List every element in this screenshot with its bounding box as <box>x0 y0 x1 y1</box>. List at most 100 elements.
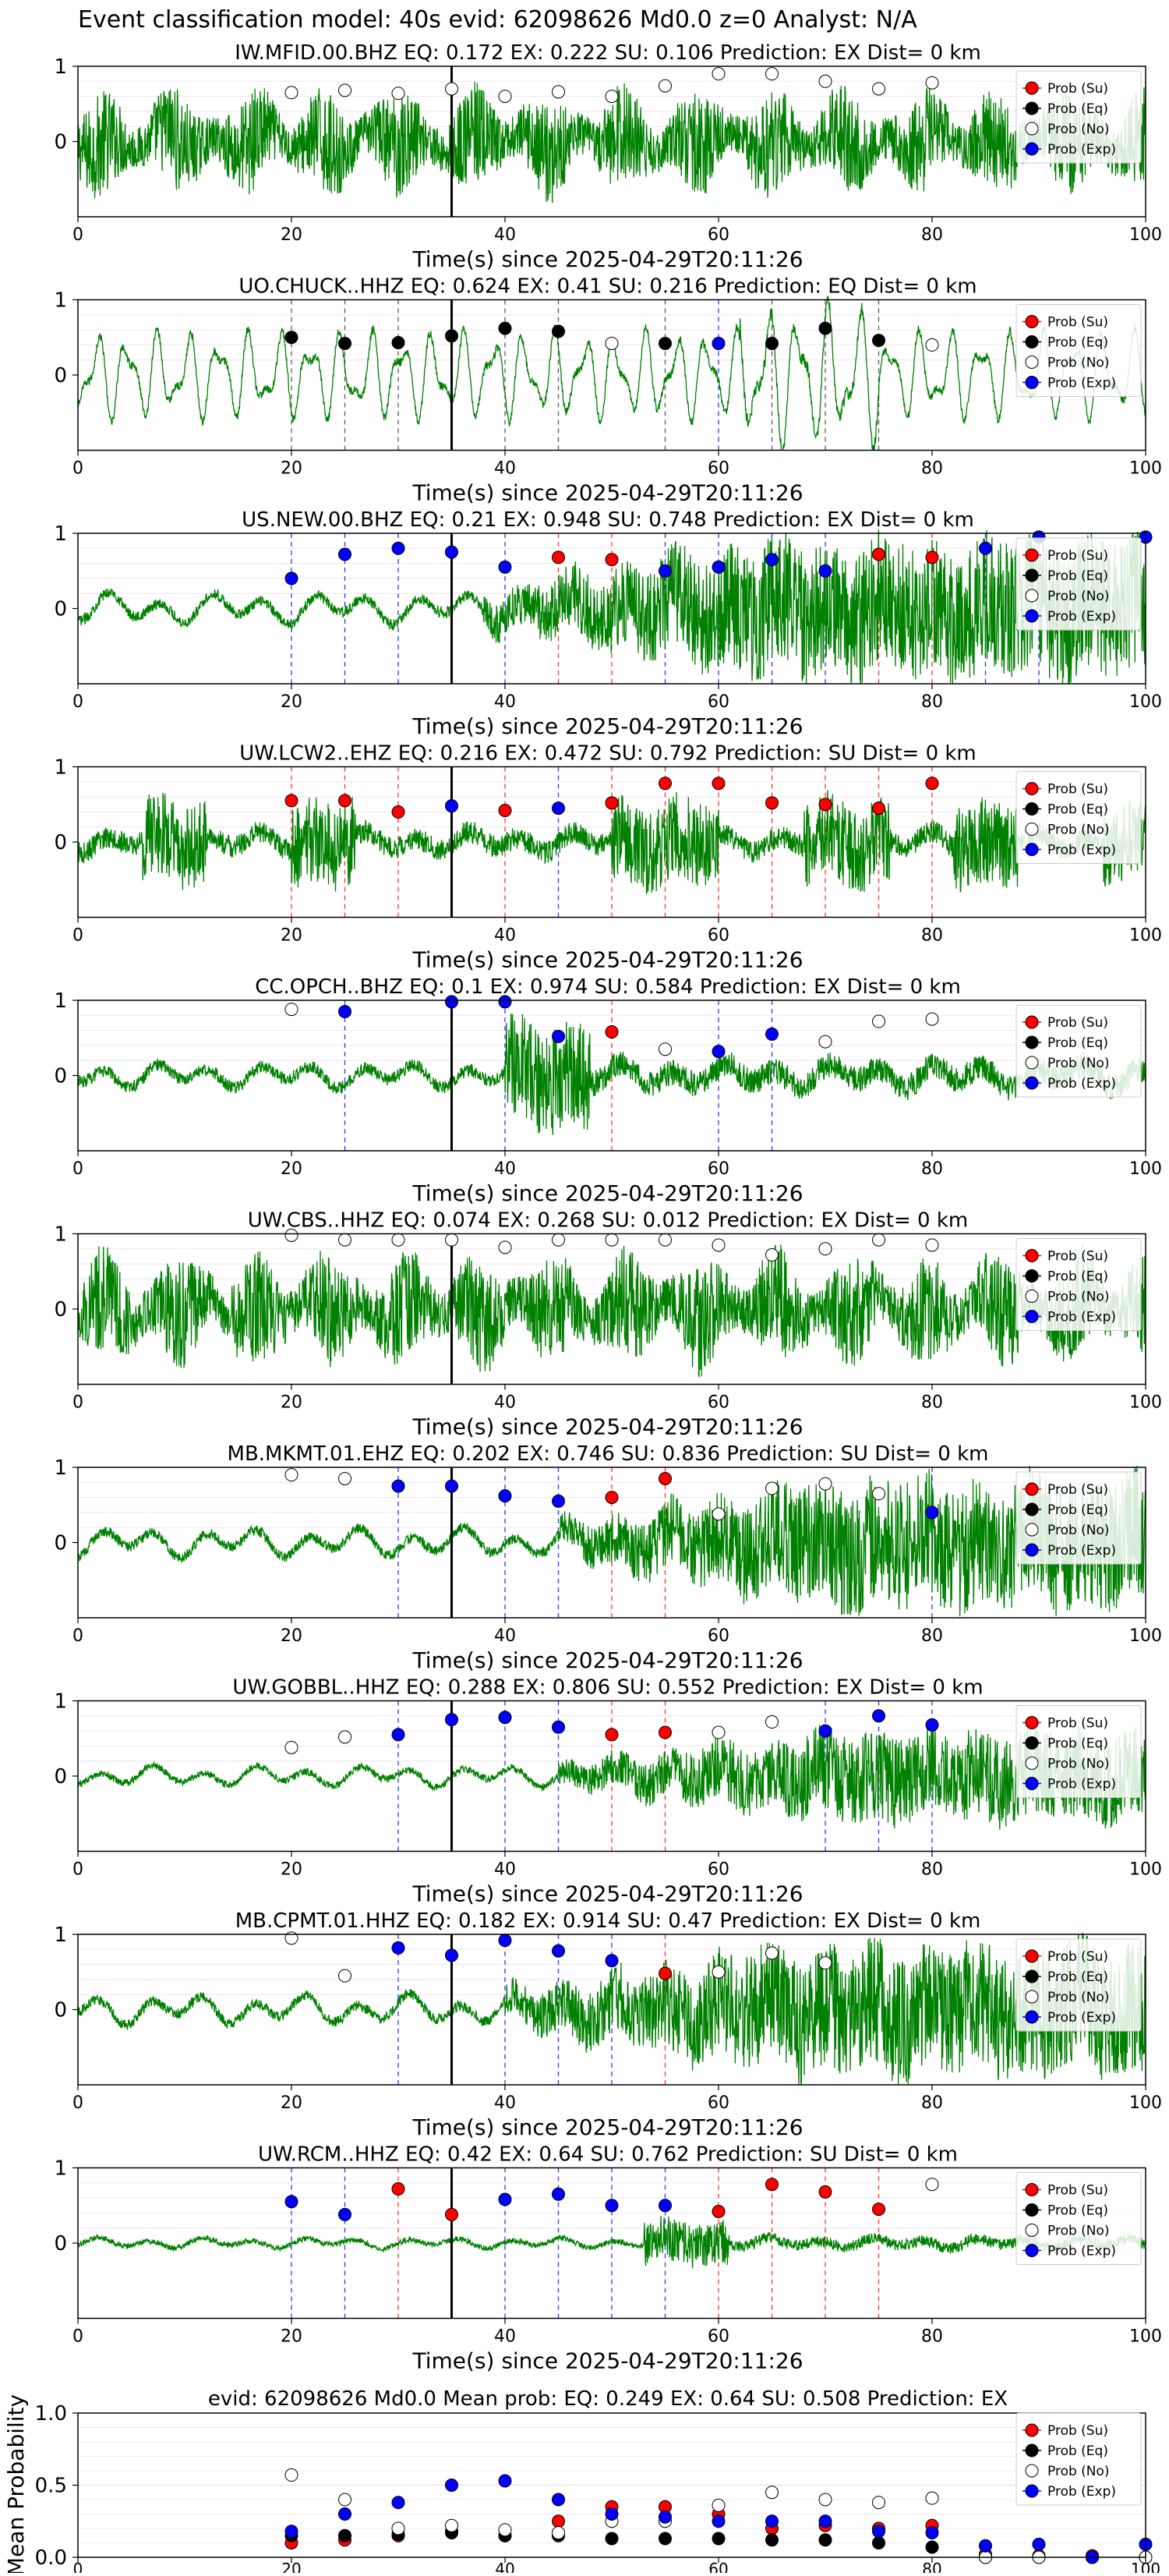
x-tick-label: 80 <box>921 1393 943 1413</box>
mean-marker-exp <box>1032 2537 1046 2551</box>
prob-marker-su <box>659 1966 672 1980</box>
prob-marker-no <box>818 1242 832 1256</box>
x-tick-label: 100 <box>1129 459 1162 479</box>
prob-marker-exp <box>765 1027 779 1041</box>
waveform-trace <box>77 529 1146 685</box>
legend: Prob (Su) Prob (Eq) Prob (No) Prob (Exp) <box>1015 1004 1142 1098</box>
x-tick-label: 20 <box>281 1860 302 1880</box>
prob-marker-exp <box>445 799 458 813</box>
legend-box <box>1015 537 1142 631</box>
legend-marker-eq <box>1025 1502 1039 1516</box>
legend-label-exp: Prob (Exp) <box>1047 1310 1116 1325</box>
mean-marker-exp <box>338 2507 351 2521</box>
legend: Prob (Su) Prob (Eq) Prob (No) Prob (Exp) <box>1015 537 1142 631</box>
legend-marker-su <box>1025 1015 1039 1029</box>
legend-marker-eq <box>1025 802 1039 816</box>
legend-label-no: Prob (No) <box>1047 1990 1110 2005</box>
prob-marker-exp <box>605 2199 619 2213</box>
x-axis-label: Time(s) since 2025-04-29T20:11:26 <box>411 947 803 973</box>
panel-title: UW.LCW2..EHZ EQ: 0.216 EX: 0.472 SU: 0.7… <box>239 742 977 766</box>
x-tick-label: 80 <box>921 225 943 245</box>
prob-marker-su <box>765 2178 779 2192</box>
legend-label-no: Prob (No) <box>1047 823 1110 838</box>
legend-marker-eq <box>1025 335 1039 349</box>
mean-marker-no <box>284 2468 298 2482</box>
legend-label-exp: Prob (Exp) <box>1047 376 1116 391</box>
prob-marker-no <box>712 1238 726 1252</box>
legend-marker-su <box>1025 81 1039 95</box>
legend-label-no: Prob (No) <box>1047 1757 1110 1772</box>
panel-title: UW.CBS..HHZ EQ: 0.074 EX: 0.268 SU: 0.01… <box>248 1209 969 1233</box>
figure-title: Event classification model: 40s evid: 62… <box>78 6 917 34</box>
legend-box <box>1015 1004 1142 1098</box>
prob-marker-exp <box>445 1479 458 1493</box>
legend-marker-eq <box>1025 1736 1039 1750</box>
prob-marker-eq <box>284 331 298 345</box>
legend-marker-exp <box>1025 1310 1039 1323</box>
prob-marker-no <box>552 85 565 99</box>
legend-label-su: Prob (Su) <box>1047 2183 1108 2199</box>
legend-marker-exp <box>1025 2244 1039 2257</box>
prob-marker-su <box>659 777 672 791</box>
x-tick-label: 20 <box>281 1393 302 1413</box>
legend-marker-no <box>1025 823 1039 836</box>
waveform-trace <box>77 1244 1146 1378</box>
legend-marker-no <box>1025 2224 1039 2237</box>
legend-label-eq: Prob (Eq) <box>1047 1035 1108 1051</box>
prob-marker-eq <box>552 324 565 338</box>
prob-marker-no <box>284 1468 298 1482</box>
legend-marker-su <box>1025 315 1039 328</box>
y-axis-label: Mean Probability <box>3 2394 29 2573</box>
x-tick-label: 40 <box>495 2560 514 2573</box>
x-tick-label: 80 <box>921 1159 943 1179</box>
prob-marker-no <box>605 1233 619 1247</box>
prob-marker-no <box>872 1233 885 1247</box>
legend: Prob (Su) Prob (Eq) Prob (No) Prob (Exp) <box>1015 1471 1142 1565</box>
prob-marker-no <box>338 1471 351 1485</box>
x-tick-label: 40 <box>494 1626 516 1646</box>
prob-marker-exp <box>391 541 405 555</box>
panel-title: MB.MKMT.01.EHZ EQ: 0.202 EX: 0.746 SU: 0… <box>228 1442 989 1466</box>
prob-marker-exp <box>552 1029 565 1043</box>
prob-marker-no <box>284 1003 298 1017</box>
legend-label-no: Prob (No) <box>1047 2464 1110 2479</box>
prob-marker-exp <box>445 1948 458 1962</box>
legend-marker-eq <box>1025 2203 1039 2217</box>
prob-marker-exp <box>818 564 832 578</box>
prob-marker-eq <box>338 336 351 350</box>
x-tick-label: 20 <box>281 692 302 712</box>
legend-label-eq: Prob (Eq) <box>1047 568 1108 584</box>
x-tick-label: 60 <box>708 2327 729 2347</box>
mean-marker-eq <box>765 2533 779 2547</box>
mean-marker-no <box>818 2493 832 2507</box>
prob-marker-no <box>712 1507 726 1521</box>
legend: Prob (Su) Prob (Eq) Prob (No) Prob (Exp) <box>1015 1705 1142 1798</box>
prob-marker-no <box>712 67 726 81</box>
legend-label-su: Prob (Su) <box>1047 2423 1108 2439</box>
prob-marker-no <box>552 1233 565 1247</box>
prob-marker-no <box>765 67 779 81</box>
y-tick-label: 1 <box>54 2157 67 2181</box>
mean-marker-exp <box>445 2479 458 2492</box>
legend-label-eq: Prob (Eq) <box>1047 1502 1108 1518</box>
x-tick-label: 40 <box>494 1860 516 1880</box>
prob-marker-no <box>818 74 832 88</box>
x-tick-label: 40 <box>494 2093 516 2113</box>
y-tick-label: 0 <box>54 1065 67 1088</box>
prob-marker-exp <box>498 1711 512 1725</box>
prob-marker-no <box>765 1715 779 1729</box>
mean-marker-no <box>552 2526 565 2540</box>
prob-marker-no <box>284 86 298 100</box>
axes-frame <box>77 299 1146 451</box>
legend-label-su: Prob (Su) <box>1047 548 1108 564</box>
panel-title: MB.CPMT.01.HHZ EQ: 0.182 EX: 0.914 SU: 0… <box>235 1909 981 1933</box>
legend-label-exp: Prob (Exp) <box>1047 2010 1116 2026</box>
prob-marker-exp <box>552 1944 565 1958</box>
prob-marker-no <box>818 1035 832 1049</box>
legend-marker-eq <box>1025 1269 1039 1283</box>
legend-marker-exp <box>1025 142 1039 156</box>
y-tick-label: 0 <box>54 1298 67 1322</box>
x-axis-label: Time(s) since 2025-04-29T20:11:26 <box>411 480 803 506</box>
legend-marker-exp <box>1025 2484 1039 2498</box>
